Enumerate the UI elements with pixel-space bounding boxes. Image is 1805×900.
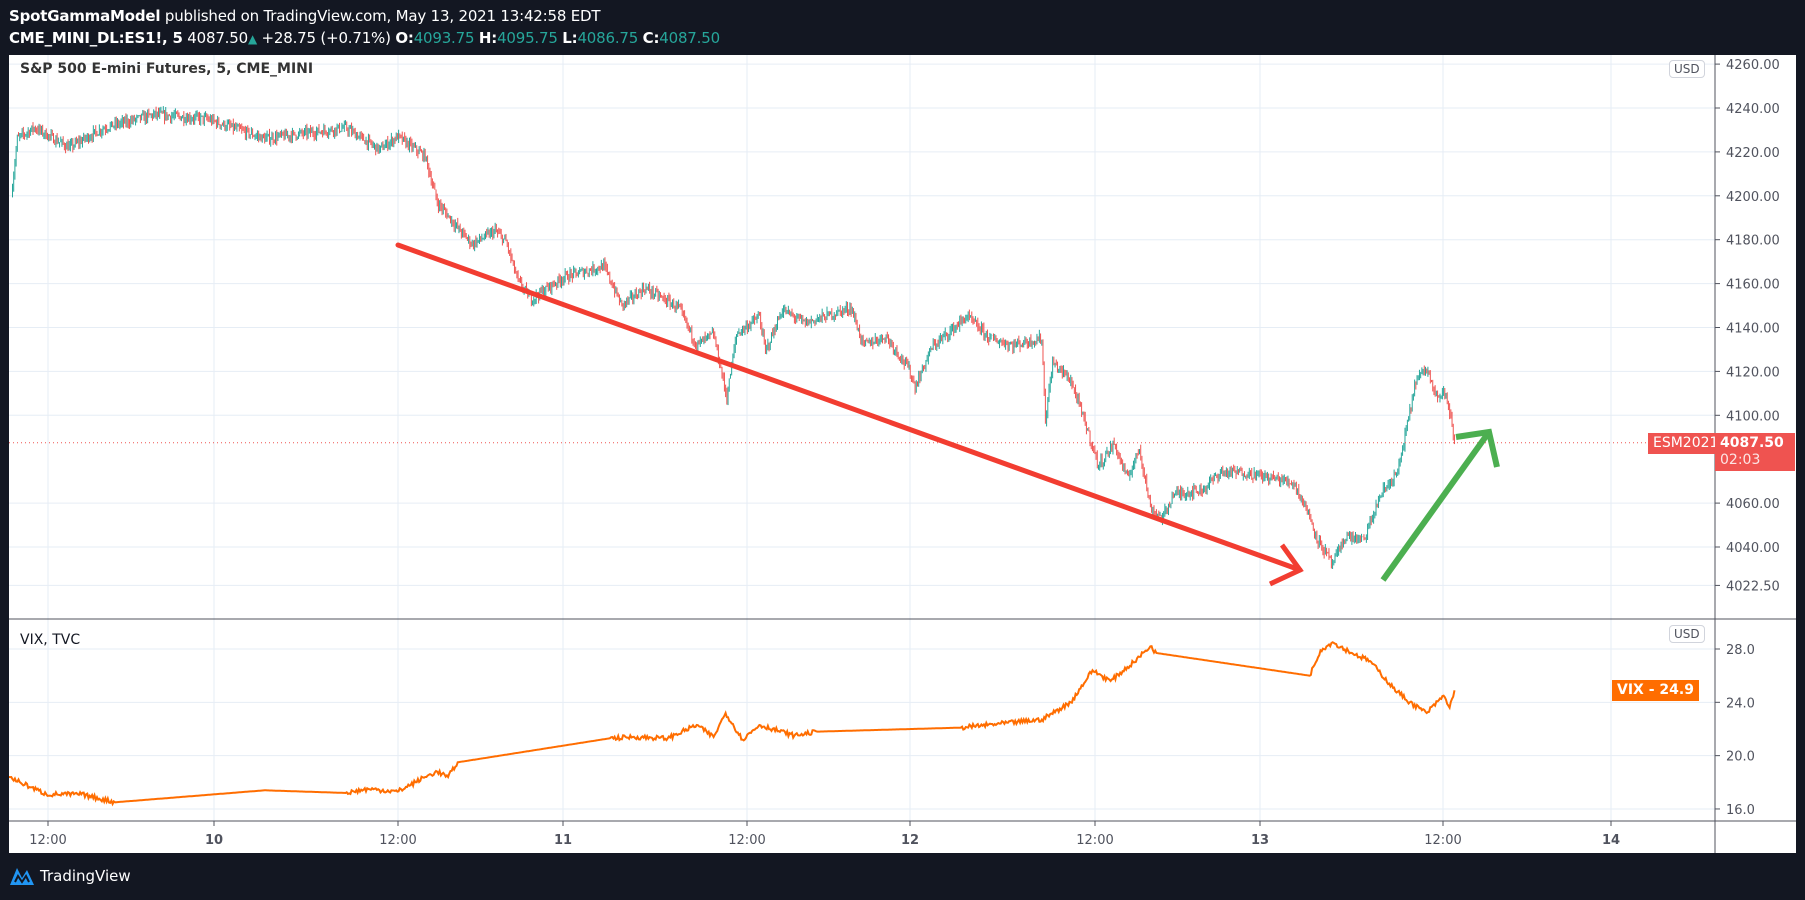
symbol-name[interactable]: CME_MINI_DL:ES1!, 5 [9, 29, 183, 47]
high-label: H: [478, 29, 498, 47]
bar-countdown: 02:03 [1720, 452, 1761, 468]
vix-tick-label: 20.0 [1726, 750, 1755, 765]
vix-tick-label: 16.0 [1726, 803, 1755, 818]
vix-tick-label: 24.0 [1726, 696, 1755, 711]
vix-pane-title: VIX, TVC [20, 632, 81, 648]
vix-last-label: VIX - 24.9 [1612, 680, 1699, 701]
price-tick-label: 4180.00 [1726, 234, 1780, 249]
price-tick-label: 4200.00 [1726, 190, 1780, 205]
last-price-label: 4087.50 02:03 [1715, 433, 1795, 471]
price-tick-label: 4100.00 [1726, 409, 1780, 424]
author-name[interactable]: SpotGammaModel [9, 7, 161, 25]
price-tick-label: 4060.00 [1726, 497, 1780, 512]
price-tick-label: 4040.00 [1726, 541, 1780, 556]
open-value: 4093.75 [413, 29, 475, 47]
chart-panel[interactable]: 4260.00 4240.00 4220.00 4200.00 4180.00 4160.… [9, 55, 1796, 853]
brand-name: TradingView [40, 867, 131, 885]
vix-currency-badge[interactable]: USD [1669, 625, 1705, 643]
price-tick-label: 4022.50 [1726, 579, 1780, 594]
time-tick-label: 13 [1251, 833, 1269, 848]
price-tick-label: 4140.00 [1726, 322, 1780, 337]
tradingview-logo[interactable]: TradingView [9, 866, 131, 886]
vix-series-line [9, 641, 1456, 807]
currency-badge[interactable]: USD [1669, 60, 1705, 78]
uptrend-arrowhead-icon [1455, 428, 1500, 468]
last-price: 4087.50 [187, 29, 248, 47]
close-label: C: [642, 29, 660, 47]
time-tick-label: 12:00 [1076, 833, 1113, 848]
uptrend-arrow-line [1380, 430, 1492, 582]
low-value: 4086.75 [577, 29, 639, 47]
publish-text: published on TradingView.com, May 13, 20… [164, 7, 601, 25]
tradingview-logo-icon [10, 868, 34, 885]
time-tick-label: 11 [554, 833, 572, 848]
close-value: 4087.50 [659, 29, 720, 47]
time-tick-label: 12:00 [29, 833, 66, 848]
price-change: +28.75 (+0.71%) [261, 29, 391, 47]
triangle-up-icon: ▲ [247, 32, 257, 46]
downtrend-arrow-line [395, 242, 1303, 573]
chart-svg[interactable]: 4260.00 4240.00 4220.00 4200.00 4180.00 4160.… [9, 55, 1796, 853]
vix-tick-label: 28.0 [1726, 643, 1755, 658]
symbol-last-label: ESM2021 [1648, 433, 1724, 454]
time-tick-label: 12:00 [1424, 833, 1461, 848]
last-price-value: 4087.50 [1720, 435, 1784, 451]
publish-info: SpotGammaModel published on TradingView.… [9, 7, 601, 25]
price-tick-label: 4160.00 [1726, 278, 1780, 293]
open-label: O: [395, 29, 414, 47]
low-label: L: [562, 29, 578, 47]
downtrend-arrowhead-icon [1268, 543, 1304, 587]
price-tick-label: 4260.00 [1726, 58, 1780, 73]
time-tick-label: 12:00 [379, 833, 416, 848]
time-tick-label: 12 [901, 833, 919, 848]
price-tick-label: 4220.00 [1726, 146, 1780, 161]
price-tick-label: 4240.00 [1726, 102, 1780, 117]
symbol-legend: CME_MINI_DL:ES1!, 5 4087.50▲ +28.75 (+0.… [9, 29, 720, 47]
high-value: 4095.75 [497, 29, 558, 47]
time-tick-label: 12:00 [728, 833, 765, 848]
time-tick-label: 14 [1602, 833, 1620, 848]
main-pane-title: S&P 500 E-mini Futures, 5, CME_MINI [20, 61, 314, 77]
time-tick-label: 10 [205, 833, 223, 848]
price-tick-label: 4120.00 [1726, 365, 1780, 380]
